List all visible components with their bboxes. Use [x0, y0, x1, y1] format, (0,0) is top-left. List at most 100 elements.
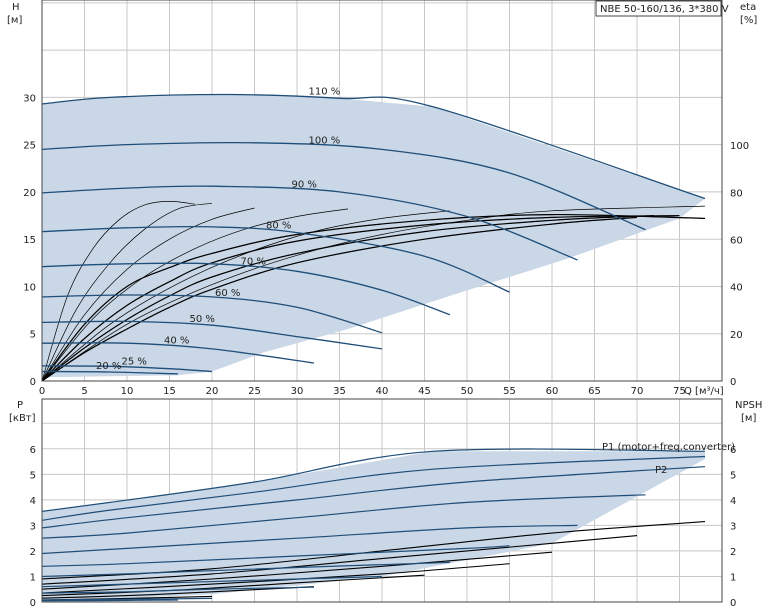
power-curve: [41, 561, 451, 578]
x-tick-label: 15: [163, 386, 176, 397]
power-panel: 0 1 2 3 4 5 6 0 1 2 3 4 5 6 P [кВт] NPSH [м] P1 (mot…: [9, 398, 762, 609]
x-tick-label: 50: [461, 386, 474, 397]
head-y-tick-labels: 0 5 10 15 20 25 30: [23, 93, 36, 388]
head-curve: [41, 225, 510, 293]
power-curve: [41, 455, 706, 521]
power-curve: [41, 524, 578, 555]
x-tick-label: 70: [631, 386, 644, 397]
efficiency-curve: [41, 208, 349, 382]
head-curve: [41, 320, 383, 350]
speed-label: 80 %: [266, 220, 291, 231]
power-curve: [41, 545, 510, 567]
x-tick-label: 5: [81, 386, 87, 397]
power-curves: [41, 448, 706, 602]
eta-tick-label: 0: [730, 377, 736, 388]
power-tick-label: 0: [30, 598, 36, 609]
efficiency-curve-bold: [41, 215, 655, 382]
head-tick-label: 30: [23, 93, 36, 104]
npsh-tick-label: 2: [730, 547, 736, 558]
efficiency-curve: [41, 210, 451, 382]
head-curve: [41, 365, 213, 373]
p1-curve-label: P1 (motor+freq.converter): [602, 442, 735, 453]
efficiency-curve-bold: [41, 213, 706, 382]
x-tick-label: 40: [376, 386, 389, 397]
efficiency-curve: [41, 201, 196, 382]
speed-label: 20 %: [96, 361, 121, 372]
head-curve: [41, 294, 383, 334]
power-tick-label: 2: [30, 547, 36, 558]
speed-label: 50 %: [190, 314, 215, 325]
p2-curve-label: P2: [655, 465, 667, 476]
eta-tick-label: 100: [730, 141, 749, 152]
npsh-tick-label: 1: [730, 572, 736, 583]
speed-label: 25 %: [122, 356, 147, 367]
head-panel: 110 %100 %90 %80 %70 %60 %50 %40 %25 %20…: [7, 0, 757, 397]
head-axis-unit: [м]: [7, 15, 22, 26]
x-tick-label: 60: [546, 386, 559, 397]
x-tick-label: 75: [673, 386, 686, 397]
power-curve: [41, 466, 706, 529]
power-tick-label: 3: [30, 521, 36, 532]
head-tick-label: 5: [30, 330, 36, 341]
head-tick-label: 25: [23, 141, 36, 152]
npsh-tick-label: 0: [730, 598, 736, 609]
power-y-tick-labels: 0 1 2 3 4 5 6: [30, 445, 36, 609]
x-tick-label: 65: [588, 386, 601, 397]
power-curve: [41, 599, 179, 602]
x-tick-label: 20: [206, 386, 219, 397]
npsh-tick-label: 4: [730, 496, 736, 507]
head-tick-label: 20: [23, 188, 36, 199]
efficiency-curve-bold: [41, 216, 638, 382]
npsh-tick-label: 5: [730, 470, 736, 481]
npsh-tick-label: 3: [730, 521, 736, 532]
power-curve: [41, 586, 315, 594]
speed-label: 70 %: [241, 257, 266, 268]
eta-tick-label: 40: [730, 283, 743, 294]
head-curve: [41, 342, 315, 364]
power-tick-label: 5: [30, 470, 36, 481]
head-curve: [41, 370, 179, 375]
power-curve: [41, 448, 706, 512]
speed-label: 110 %: [309, 87, 341, 98]
speed-label: 60 %: [215, 288, 240, 299]
eta-y-tick-labels: 0 20 40 60 80 100: [730, 141, 749, 388]
speed-label: 40 %: [164, 336, 189, 347]
power-tick-label: 4: [30, 496, 36, 507]
x-tick-label: 55: [503, 386, 516, 397]
head-operating-region: [42, 94, 705, 381]
chart-title: NBE 50-160/136, 3*380 V: [600, 4, 729, 15]
eta-axis-unit: [%]: [740, 15, 757, 26]
x-tick-label: 35: [333, 386, 346, 397]
x-tick-label: 45: [418, 386, 431, 397]
head-curve: [41, 262, 451, 316]
head-tick-label: 10: [23, 282, 36, 293]
head-curve: [41, 93, 706, 200]
speed-labels: 110 % 100 % 90 % 80 % 70 % 60 % 50 %40 % 25 %20…: [96, 87, 340, 372]
power-tick-label: 6: [30, 445, 36, 456]
power-curve: [41, 575, 383, 588]
head-frame: [41, 0, 723, 382]
eta-tick-label: 80: [730, 188, 743, 199]
head-curve: [41, 141, 646, 231]
power-frame: [41, 398, 723, 603]
eta-tick-label: 60: [730, 236, 743, 247]
power-tick-label: 1: [30, 572, 36, 583]
power-curve: [41, 494, 646, 539]
head-axis-label: H: [12, 2, 20, 13]
efficiency-curve: [41, 207, 255, 382]
speed-label: 90 %: [292, 179, 317, 190]
head-tick-label: 0: [30, 377, 36, 388]
power-axis-label: P: [17, 400, 23, 411]
npsh-curve: [41, 535, 638, 585]
head-curve: [41, 185, 578, 261]
npsh-y-tick-labels: 0 1 2 3 4 5 6: [730, 445, 736, 609]
head-curves: [41, 93, 706, 375]
power-curve: [41, 597, 213, 601]
npsh-tick-label: 6: [730, 445, 736, 456]
x-axis-label: Q [м³/ч]: [684, 386, 724, 397]
x-tick-label: 25: [248, 386, 261, 397]
npsh-axis-unit: [м]: [741, 413, 756, 424]
title-box: [595, 0, 722, 17]
head-tick-label: 15: [23, 235, 36, 246]
